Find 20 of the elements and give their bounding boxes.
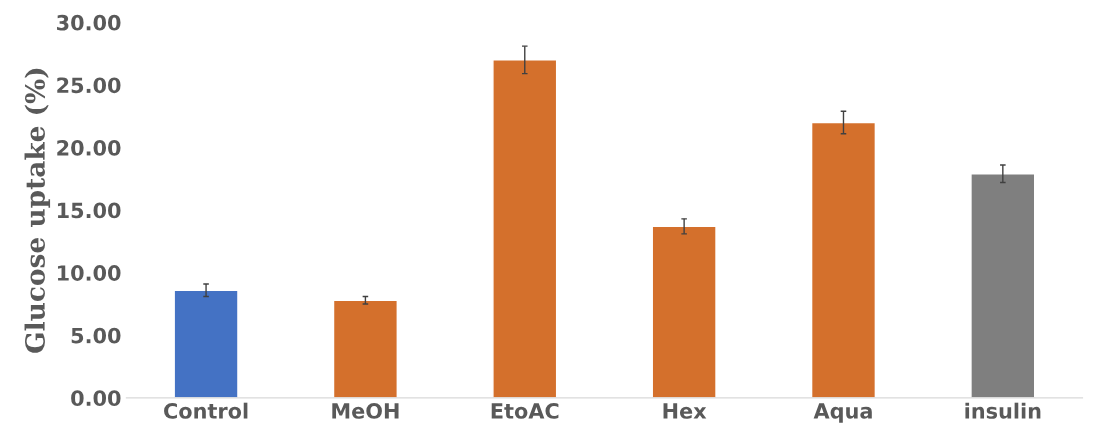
y-axis-title: Glucose uptake (%): [24, 68, 51, 353]
x-tick-label: EtoAC: [491, 403, 559, 419]
y-tick-label: 25.00: [57, 77, 121, 94]
y-tick-label: 20.00: [57, 139, 121, 156]
y-tick-label: 30.00: [57, 14, 121, 31]
bar: [970, 173, 1036, 398]
x-tick-label: Control: [164, 402, 248, 419]
bar: [492, 59, 558, 398]
y-tick-label: 15.00: [57, 202, 121, 219]
y-tick-label: 0.00: [71, 390, 121, 407]
bar: [332, 299, 398, 398]
bar: [173, 289, 239, 398]
bar: [810, 121, 877, 398]
x-tick-label: Aqua: [813, 403, 872, 423]
y-tick-label: 10.00: [57, 265, 121, 281]
bar: [651, 225, 717, 398]
x-tick-label: insulin: [965, 402, 1041, 419]
x-tick-label: MeOH: [332, 403, 399, 419]
y-tick-label: 5.00: [71, 327, 121, 344]
x-tick-label: Hex: [663, 403, 707, 419]
